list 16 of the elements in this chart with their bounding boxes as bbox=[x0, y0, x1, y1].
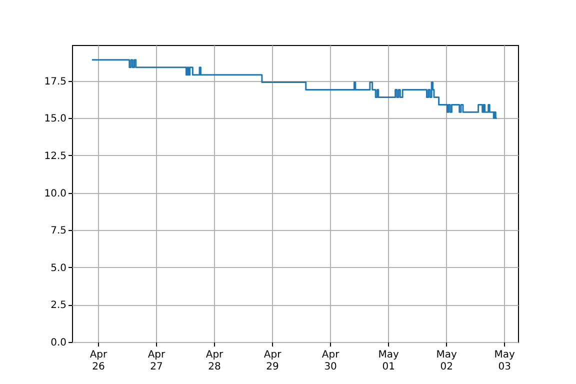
y-tick-label: 0.0 bbox=[50, 338, 66, 348]
x-tick-label: Apr 26 bbox=[90, 350, 108, 372]
y-tick-label: 15.0 bbox=[44, 114, 66, 125]
x-tick-label: Apr 28 bbox=[206, 350, 224, 372]
y-tick-label: 2.5 bbox=[50, 300, 66, 312]
x-tick-label: Apr 30 bbox=[322, 350, 340, 372]
y-tick-label: 5.0 bbox=[50, 262, 66, 274]
y-tick-label: 17.5 bbox=[44, 76, 66, 88]
y-tick-label: 10.0 bbox=[44, 188, 66, 200]
x-tick-label: Apr 27 bbox=[148, 350, 166, 372]
x-tick-label: May 03 bbox=[494, 350, 516, 372]
y-tick-label: 12.5 bbox=[44, 150, 66, 162]
y-tick-label: 7.5 bbox=[50, 226, 66, 237]
x-tick-label: May 01 bbox=[378, 350, 399, 372]
x-tick-label: May 02 bbox=[436, 350, 457, 372]
x-tick-label: Apr 29 bbox=[264, 350, 282, 372]
